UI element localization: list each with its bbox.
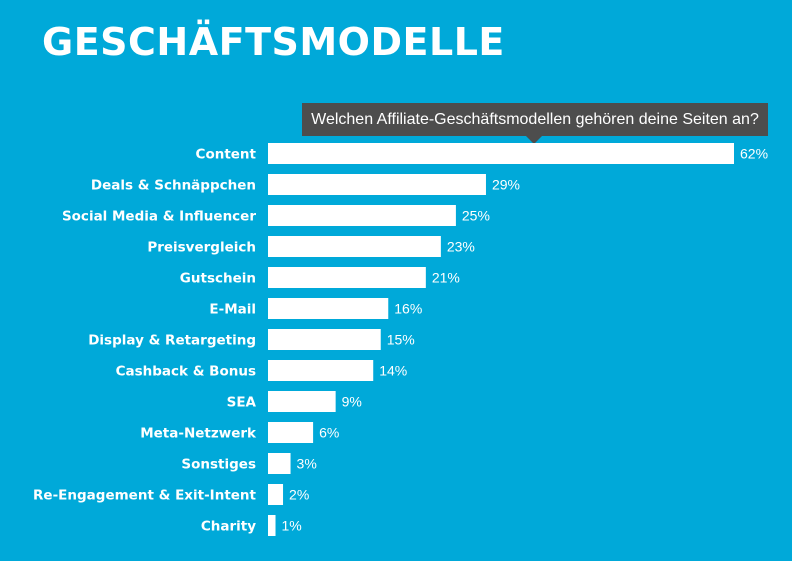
value-label-social-media-and-influencer: 25% (462, 208, 490, 224)
chart-title: Welchen Affiliate-Geschäftsmodellen gehö… (311, 110, 759, 128)
bar-deals-and-schnäppchen (268, 174, 486, 195)
category-label-deals-and-schnäppchen: Deals & Schnäppchen (91, 178, 256, 194)
bar-e-mail (268, 298, 389, 319)
bar-sea (268, 391, 336, 412)
value-label-gutschein: 21% (432, 270, 460, 286)
value-label-e-mail: 16% (394, 301, 422, 317)
value-label-meta-netzwerk: 6% (319, 425, 339, 441)
category-label-re-engagement-and-exit-intent: Re-Engagement & Exit-Intent (33, 488, 257, 504)
bar-sonstiges (268, 453, 291, 474)
category-label-content: Content (196, 147, 257, 163)
chart-question-box: Welchen Affiliate-Geschäftsmodellen gehö… (302, 103, 768, 136)
category-label-charity: Charity (201, 519, 256, 535)
value-label-sea: 9% (342, 394, 362, 410)
category-label-sea: SEA (227, 395, 257, 411)
value-label-deals-and-schnäppchen: 29% (492, 177, 520, 193)
bar-social-media-and-influencer (268, 205, 456, 226)
bar-preisvergleich (268, 236, 441, 257)
category-label-e-mail: E-Mail (209, 302, 256, 318)
bar-meta-netzwerk (268, 422, 314, 443)
bar-re-engagement-and-exit-intent (268, 484, 284, 505)
bar-cashback-and-bonus (268, 360, 374, 381)
value-label-preisvergleich: 23% (447, 239, 475, 255)
category-label-display-and-retargeting: Display & Retargeting (88, 333, 256, 349)
value-label-cashback-and-bonus: 14% (379, 363, 407, 379)
question-box-pointer (526, 136, 542, 144)
bar-content (268, 143, 734, 164)
value-label-charity: 1% (282, 518, 302, 534)
category-label-preisvergleich: Preisvergleich (147, 240, 256, 256)
category-label-gutschein: Gutschein (180, 271, 256, 287)
category-label-sonstiges: Sonstiges (181, 457, 256, 473)
page-title: GESCHÄFTSMODELLE (42, 20, 505, 64)
value-label-display-and-retargeting: 15% (387, 332, 415, 348)
bar-charity (268, 515, 276, 536)
bar-display-and-retargeting (268, 329, 381, 350)
value-label-content: 62% (740, 146, 768, 162)
category-label-cashback-and-bonus: Cashback & Bonus (116, 364, 256, 380)
bar-gutschein (268, 267, 426, 288)
category-label-meta-netzwerk: Meta-Netzwerk (140, 426, 257, 442)
value-label-sonstiges: 3% (297, 456, 317, 472)
value-label-re-engagement-and-exit-intent: 2% (289, 487, 309, 503)
category-label-social-media-and-influencer: Social Media & Influencer (62, 209, 256, 225)
